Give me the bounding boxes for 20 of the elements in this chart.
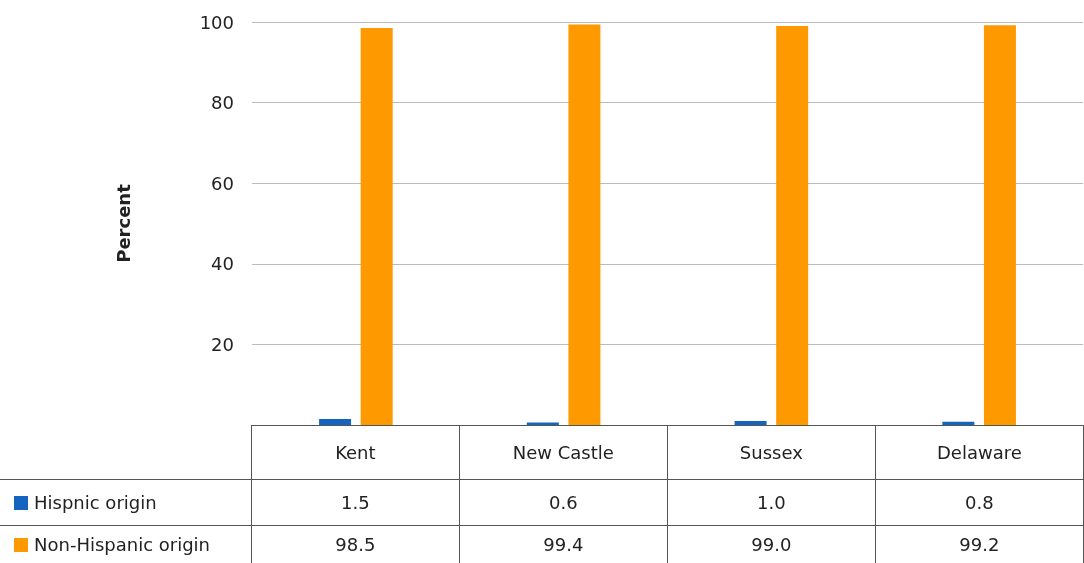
legend-label: Non-Hispanic origin bbox=[0, 525, 252, 563]
y-tick-label: 60 bbox=[211, 172, 234, 194]
data-label: 0.8 bbox=[875, 479, 1084, 526]
data-label: 1.5 bbox=[251, 479, 460, 526]
y-tick-label: 40 bbox=[211, 253, 234, 275]
y-axis-title: Percent bbox=[112, 183, 134, 263]
x-tick-label: Delaware bbox=[875, 425, 1084, 480]
y-tick-label: 80 bbox=[211, 92, 234, 114]
data-label: 99.4 bbox=[459, 525, 668, 563]
data-label: 1.0 bbox=[667, 479, 876, 526]
data-label: 0.6 bbox=[459, 479, 668, 526]
x-tick-label: New Castle bbox=[459, 425, 668, 480]
data-label: 99.2 bbox=[875, 525, 1084, 563]
y-tick-label: 20 bbox=[211, 333, 234, 355]
legend-label: Hispnic origin bbox=[0, 479, 252, 526]
x-tick-label: Sussex bbox=[667, 425, 876, 480]
x-tick-label: Kent bbox=[251, 425, 460, 480]
data-label: 98.5 bbox=[251, 525, 460, 563]
y-tick-label: 100 bbox=[199, 11, 234, 33]
data-label: 99.0 bbox=[667, 525, 876, 563]
